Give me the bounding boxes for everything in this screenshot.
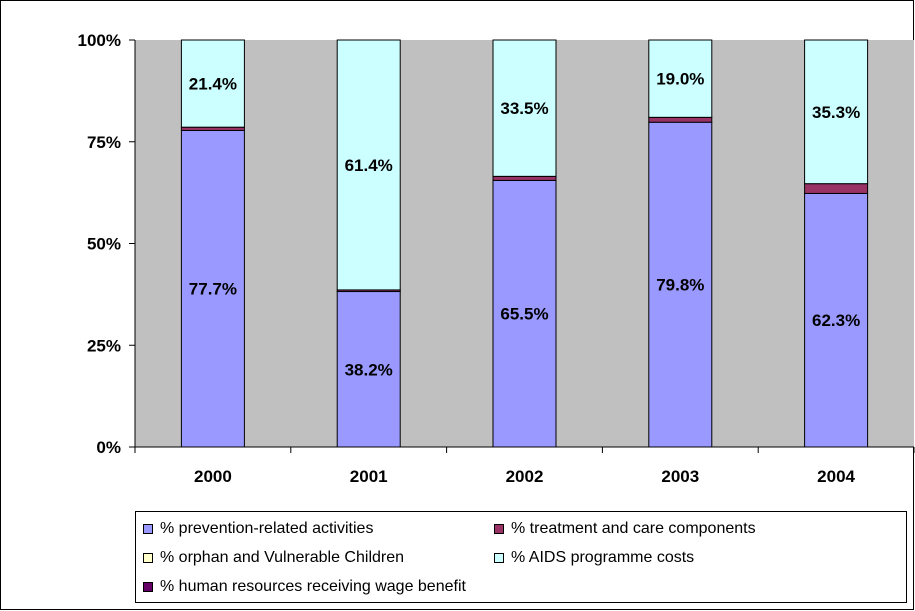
bar-segment: [648, 39, 713, 118]
bar-segment: [180, 129, 245, 448]
data-label: 21.4%: [189, 75, 237, 94]
legend-label: % human resources receiving wage benefit: [160, 578, 466, 595]
legend-label: % treatment and care components: [511, 520, 756, 537]
data-label: 33.5%: [500, 99, 548, 118]
x-tick-label: 2000: [194, 467, 232, 486]
y-tick-label: 75%: [87, 133, 121, 152]
data-label: 19.0%: [656, 70, 704, 89]
bar-segment: [336, 39, 401, 291]
bar-segment: [804, 39, 869, 185]
chart-plot: 0% 25% 50% 75% 100% 2000 2001 2002 2003 2004 77.7%…: [78, 31, 915, 486]
data-label: 77.7%: [189, 280, 237, 299]
bar-segment: [804, 192, 869, 448]
legend-swatch: [494, 524, 504, 534]
legend: % prevention-related activities % treatme…: [135, 511, 907, 603]
x-tick-label: 2001: [350, 467, 388, 486]
x-tick-label: 2004: [817, 467, 855, 486]
bar-segment: [648, 116, 713, 123]
bar-segment: [336, 291, 401, 448]
y-tick-label: 50%: [87, 235, 121, 254]
legend-item: % AIDS programme costs: [494, 549, 694, 567]
legend-item: % prevention-related activities: [143, 520, 373, 538]
legend-swatch: [143, 582, 153, 592]
bar-segment: [180, 39, 245, 128]
x-tick-label: 2002: [506, 467, 544, 486]
legend-item: % orphan and Vulnerable Children: [143, 549, 404, 567]
y-tick-label: 25%: [87, 336, 121, 355]
y-tick-label: 100%: [78, 31, 121, 50]
data-label: 79.8%: [656, 276, 704, 295]
legend-label: % orphan and Vulnerable Children: [160, 549, 405, 566]
legend-label: % prevention-related activities: [160, 520, 374, 537]
y-tick-label: 0%: [96, 438, 121, 457]
data-label: 62.3%: [812, 311, 860, 330]
bar-segment: [492, 39, 557, 177]
bar-segment: [648, 121, 713, 448]
legend-label: % AIDS programme costs: [511, 549, 695, 566]
bar-segment: [804, 183, 869, 194]
x-tick-label: 2003: [661, 467, 699, 486]
data-label: 61.4%: [345, 156, 393, 175]
bar-segment: [492, 179, 557, 448]
data-label: 35.3%: [812, 103, 860, 122]
data-label: 65.5%: [500, 305, 548, 324]
legend-swatch: [143, 553, 153, 563]
legend-item: % human resources receiving wage benefit: [143, 578, 466, 596]
legend-swatch: [494, 553, 504, 563]
bar-segment: [492, 175, 557, 181]
data-label: 38.2%: [345, 360, 393, 379]
legend-item: % treatment and care components: [494, 520, 756, 538]
legend-swatch: [143, 524, 153, 534]
